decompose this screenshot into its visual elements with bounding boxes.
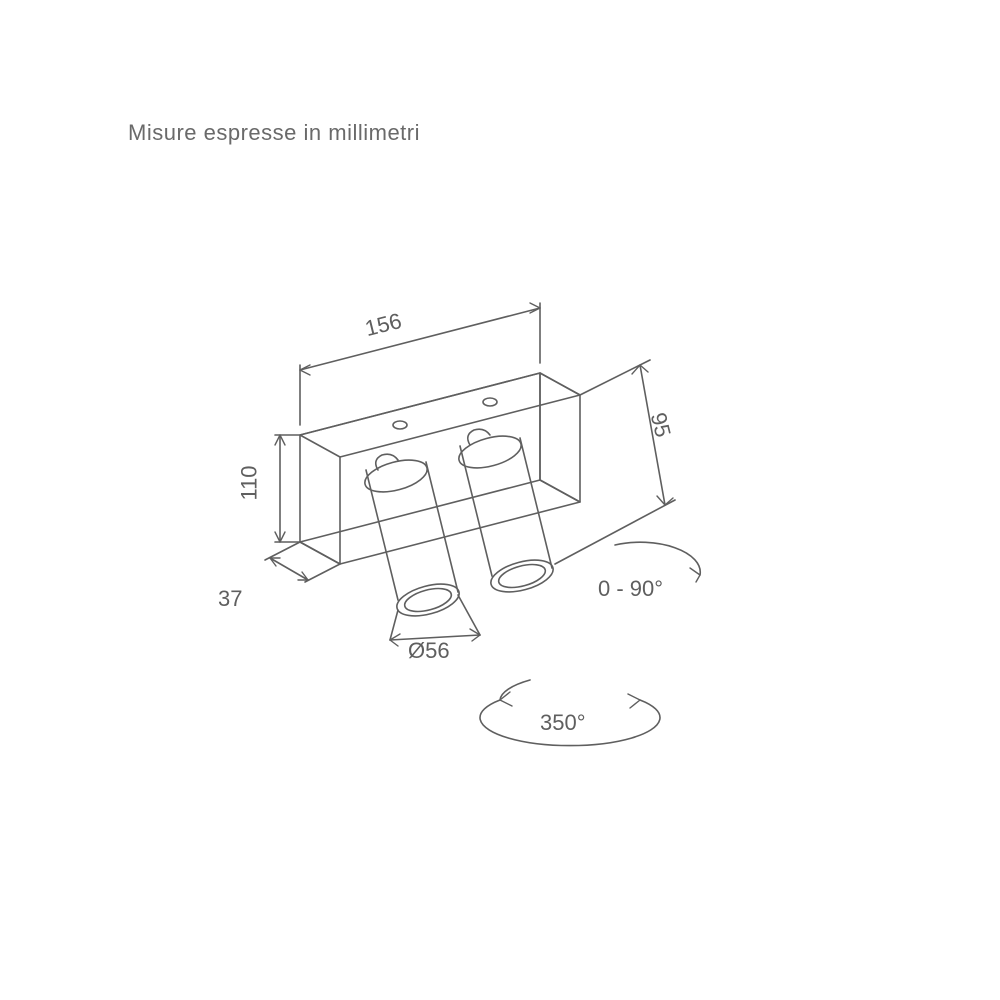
- diagram-canvas: Misure espresse in millimetri: [0, 0, 1000, 1000]
- dim-rotation-range: 350°: [540, 710, 586, 736]
- technical-drawing: [0, 0, 1000, 1000]
- dim-diameter-56: Ø56: [408, 638, 450, 664]
- dim-depth-37: 37: [218, 586, 242, 612]
- dim-tilt-range: 0 - 90°: [598, 576, 663, 602]
- dim-height-110: 110: [237, 465, 263, 500]
